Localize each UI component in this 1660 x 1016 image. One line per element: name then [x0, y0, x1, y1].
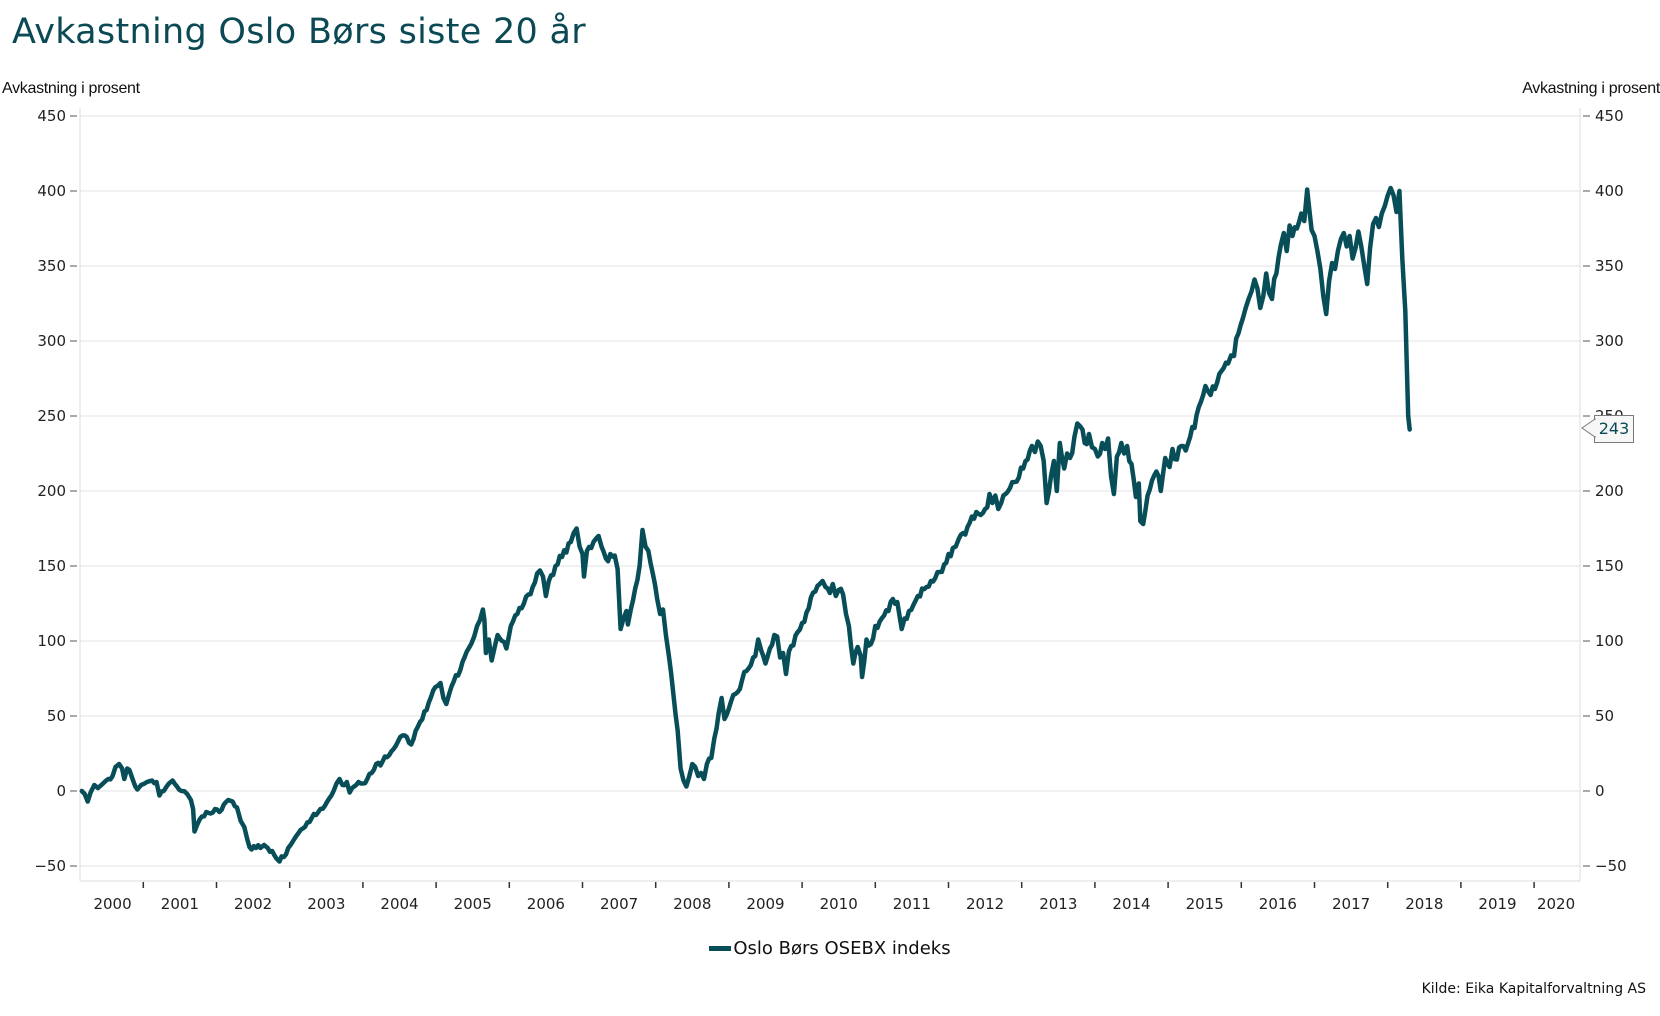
y-tick-label-right: 100 [1595, 632, 1624, 650]
y-tick-label-right: 150 [1595, 557, 1624, 575]
x-tick-label: 2013 [1039, 895, 1077, 913]
legend-swatch [709, 945, 732, 951]
x-tick-label: 2017 [1332, 895, 1370, 913]
x-tick-label: 2007 [600, 895, 638, 913]
y-tick-label-left: 150 [37, 557, 66, 575]
legend: Oslo Børs OSEBX indeks [0, 938, 1660, 959]
y-tick-label-left: 250 [37, 407, 66, 425]
chart-title: Avkastning Oslo Børs siste 20 år [12, 12, 586, 52]
x-tick-label: 2016 [1259, 895, 1297, 913]
y-tick-label-left: 100 [37, 632, 66, 650]
x-tick-label: 2005 [454, 895, 492, 913]
x-tick-label: 2018 [1405, 895, 1443, 913]
x-tick-label: 2015 [1186, 895, 1224, 913]
last-value-text: 243 [1598, 419, 1630, 438]
x-tick-label: 2019 [1478, 895, 1516, 913]
tooltip-pointer [1581, 418, 1596, 438]
x-tick-label: 2002 [234, 895, 272, 913]
y-tick-label-right: 400 [1595, 182, 1624, 200]
y-axis-title-right: Avkastning i prosent [1522, 80, 1660, 97]
y-axis-left: 450 400 350 300 250 200 150 100 50 0 −50 [34, 107, 77, 875]
x-tick-label: 2000 [93, 895, 131, 913]
y-tick-label-right: 0 [1595, 782, 1605, 800]
series-line-osebx [79, 185, 1412, 864]
grid-lines [80, 115, 1580, 867]
source-note: Kilde: Eika Kapitalforvaltning AS [1421, 981, 1646, 997]
y-tick-label-right: 300 [1595, 332, 1624, 350]
y-tick-label-right: −50 [1595, 857, 1627, 875]
y-tick-label-left: 350 [37, 257, 66, 275]
x-tick-label: 2012 [966, 895, 1004, 913]
x-tick-label: 2011 [893, 895, 931, 913]
last-value-label: 243 [1594, 415, 1634, 443]
x-tick-label: 2009 [746, 895, 784, 913]
legend-label[interactable]: Oslo Børs OSEBX indeks [733, 938, 951, 959]
y-tick-label-left: −50 [34, 857, 66, 875]
y-tick-label-left: 400 [37, 182, 66, 200]
x-tick-label: 2014 [1112, 895, 1150, 913]
y-tick-label-right: 450 [1595, 107, 1624, 125]
y-tick-label-left: 0 [56, 782, 66, 800]
x-axis: 2000 2001 2002 2003 2004 2005 2006 2007 2008 2009… [93, 882, 1575, 913]
series-layer [79, 185, 1412, 864]
x-tick-label: 2003 [307, 895, 345, 913]
y-tick-label-right: 50 [1595, 707, 1614, 725]
x-tick-label: 2004 [380, 895, 418, 913]
y-tick-label-left: 50 [47, 707, 66, 725]
x-tick-label: 2006 [527, 895, 565, 913]
x-tick-label: 2020 [1537, 895, 1575, 913]
y-tick-label-right: 350 [1595, 257, 1624, 275]
y-tick-label-left: 200 [37, 482, 66, 500]
x-tick-label: 2001 [161, 895, 199, 913]
x-tick-label: 2010 [820, 895, 858, 913]
y-axis-title-left: Avkastning i prosent [2, 80, 140, 97]
y-tick-label-right: 200 [1595, 482, 1624, 500]
axes [79, 108, 1581, 882]
x-tick-label: 2008 [673, 895, 711, 913]
y-tick-label-left: 450 [37, 107, 66, 125]
y-tick-label-left: 300 [37, 332, 66, 350]
